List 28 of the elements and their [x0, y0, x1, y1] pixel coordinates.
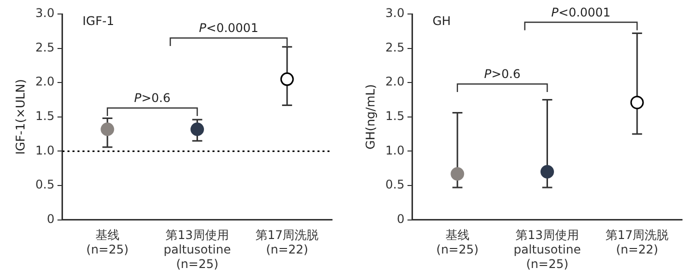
y-tick-label: 1.0 — [385, 143, 404, 158]
y-tick-label: 0.5 — [385, 178, 404, 192]
x-tick-label: 第13周使用 paltusotine (n=25) — [514, 228, 581, 271]
y-tick-label: 1.0 — [35, 143, 54, 158]
y-tick-label: 0 — [46, 212, 54, 226]
y-tick-label: 3.0 — [385, 6, 404, 20]
x-tick-label: 第17周洗脱 (n=22) — [605, 228, 669, 257]
y-tick-label: 2.0 — [35, 74, 54, 89]
y-tick-label: 1.5 — [35, 109, 54, 124]
annotation: P<0.0001 — [199, 21, 258, 36]
y-tick-label: 1.5 — [385, 109, 404, 124]
annotation: P>0.6 — [134, 91, 171, 106]
y-axis-title: GH(ng/mL) — [363, 84, 378, 150]
y-tick-label: 0.5 — [35, 178, 54, 192]
x-tick-label: 基线 (n=25) — [436, 228, 479, 257]
x-tick-label: 第17周洗脱 (n=22) — [255, 228, 319, 257]
chart-title: IGF-1 — [82, 14, 114, 28]
y-tick-label: 0 — [396, 212, 404, 226]
chart-title: GH — [432, 14, 451, 28]
annotation: P<0.0001 — [551, 5, 611, 20]
y-tick-label: 2.5 — [35, 40, 54, 54]
y-tick-label: 2.5 — [385, 40, 404, 54]
annotation: P>0.6 — [484, 67, 521, 82]
y-tick-label: 3.0 — [35, 6, 54, 20]
y-axis-title: IGF-1(×ULN) — [13, 79, 28, 155]
x-tick-label: 第13周使用 paltusotine (n=25) — [164, 228, 231, 271]
y-tick-label: 2.0 — [385, 74, 404, 89]
x-tick-label: 基线 (n=25) — [86, 228, 129, 257]
